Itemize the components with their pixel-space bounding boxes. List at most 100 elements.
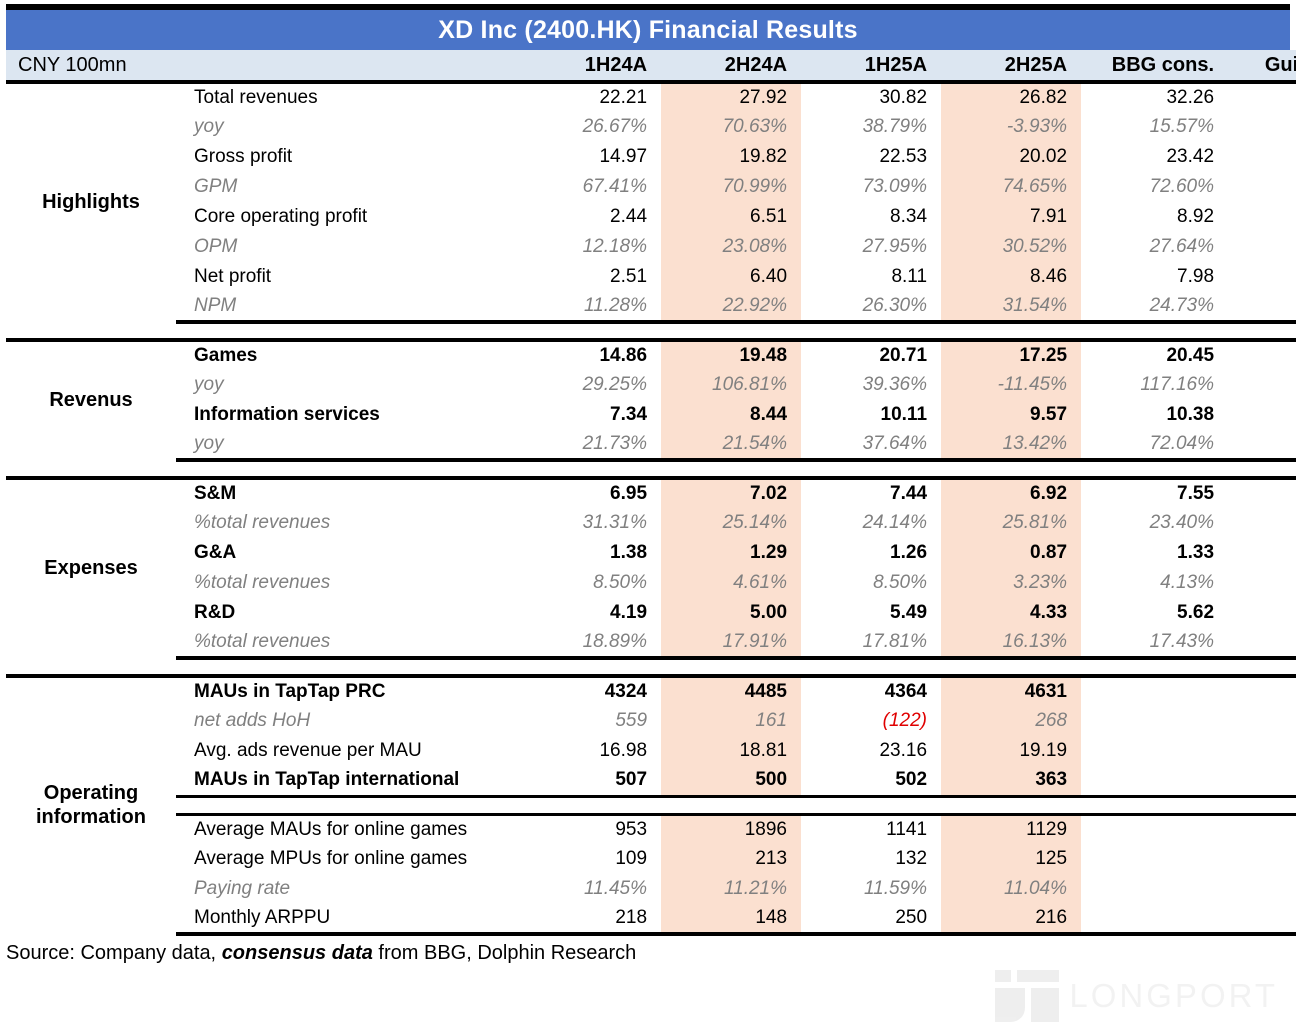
source-emphasis: consensus data: [221, 942, 373, 964]
spacer-cell: [176, 796, 522, 814]
cell-value: 39.36%: [862, 374, 928, 395]
cell-value: 23.40%: [1149, 512, 1215, 533]
spacer-cell: [801, 658, 942, 676]
cell-value: 20.71: [801, 338, 942, 370]
row-label: G&A: [194, 542, 237, 563]
row-label: Monthly ARPPU: [176, 904, 522, 936]
table-row: NPM 11.28% 22.92% 26.30% 31.54% 24.73%: [6, 292, 1296, 324]
cell-value: 161: [661, 706, 802, 736]
row-label: Paying rate: [194, 878, 291, 899]
cell-value: >=7.8: [1228, 262, 1296, 292]
row-label: GPM: [194, 176, 238, 197]
cell-value: 7.55: [1081, 476, 1229, 508]
cell-value: 953: [521, 812, 662, 844]
table-row: net adds HoH 559 161 (122) 268: [6, 706, 1296, 736]
cell-value: 17.43%: [1081, 628, 1229, 660]
cell-value: 23.16: [879, 740, 928, 761]
cell-value: 17.81%: [801, 628, 942, 660]
row-label: Gross profit: [194, 146, 293, 167]
cell-value: 6.40: [661, 262, 802, 292]
column-header-2h25a: 2H25A: [941, 50, 1082, 82]
cell-value: 5.00: [661, 598, 802, 628]
section-label-line-1: Operating: [43, 782, 139, 805]
cell-value: 38.79%: [862, 116, 928, 137]
cell-value: 30.52%: [941, 232, 1082, 262]
spacer-cell: [521, 322, 662, 340]
row-label: S&M: [176, 476, 522, 508]
cell-value: 6.92: [941, 476, 1082, 508]
cell-value: 1141: [801, 812, 942, 844]
cell-value: 20.45: [1081, 338, 1229, 370]
spacer-cell: [801, 460, 942, 478]
row-label: %total revenues: [176, 628, 522, 660]
financial-results-table: CNY 100mn 1H24A 2H24A 1H25A 2H25A BBG cons. Gu…: [6, 50, 1296, 936]
table-row: Average MPUs for online games 109 213 132 12…: [6, 844, 1296, 874]
row-label: Average MAUs for online games: [176, 812, 522, 844]
cell-value: 7.98: [1177, 266, 1215, 287]
cell-value: -3.93%: [941, 112, 1082, 142]
cell-value: [1228, 874, 1296, 904]
spacer-cell: [1228, 322, 1296, 340]
cell-value: 27.92: [661, 80, 802, 112]
row-label: yoy: [194, 116, 224, 137]
cell-value: 23.42: [1166, 146, 1215, 167]
cell-value: 67.41%: [582, 176, 648, 197]
table-row: Net profit 2.51 6.40 8.11 8.46 7.98 >=7.8: [6, 262, 1296, 292]
spacer-cell: [1081, 796, 1229, 814]
spacer-cell: [1228, 460, 1296, 478]
spacer-cell: [801, 322, 942, 340]
cell-value: 22.92%: [661, 292, 802, 324]
cell-value: 8.92: [1177, 206, 1215, 227]
spacer-cell: [661, 322, 802, 340]
row-label: Avg. ads revenue per MAU: [194, 740, 422, 761]
section-gap: [6, 658, 1296, 676]
cell-value: 26.82: [941, 80, 1082, 112]
cell-value: [1228, 202, 1296, 232]
table-row: R&D 4.19 5.00 5.49 4.33 5.62: [6, 598, 1296, 628]
spacer-cell: [661, 796, 802, 814]
cell-value: 1.33: [1177, 542, 1215, 563]
cell-value: 8.46: [941, 262, 1082, 292]
cell-value: 31.31%: [582, 512, 648, 533]
cell-value: 218: [521, 904, 662, 936]
column-header-guidance: Guidance: [1228, 50, 1296, 82]
cell-value: 4324: [521, 674, 662, 706]
row-label: MAUs in TapTap international: [176, 766, 522, 798]
row-label: NPM: [176, 292, 522, 324]
cell-value: 11.28%: [521, 292, 662, 324]
cell-value: [1228, 568, 1296, 598]
row-label: Total revenues: [176, 80, 522, 112]
section-label-revenus: Revenus: [6, 338, 176, 460]
table-row: Average MAUs for online games 953 1896 1141…: [6, 812, 1296, 844]
table-row: yoy 21.73% 21.54% 37.64% 13.42% 72.04%: [6, 430, 1296, 462]
table-row: Highlights Total revenues 22.21 27.92 30.82 2…: [6, 80, 1296, 322]
cell-value: [1081, 736, 1228, 766]
cell-value: 27.95%: [862, 236, 928, 257]
cell-value: 4631: [941, 674, 1082, 706]
cell-value: [1228, 476, 1296, 508]
cell-value: 17.25: [941, 338, 1082, 370]
row-label: Information services: [194, 404, 380, 425]
spacer-cell: [1081, 460, 1229, 478]
cell-value: [1081, 766, 1229, 798]
longport-watermark: LONGPORT: [995, 970, 1278, 1022]
row-label: Average MPUs for online games: [194, 848, 468, 869]
cell-value: [1228, 904, 1296, 936]
spacer-cell: [661, 460, 802, 478]
row-label: %total revenues: [194, 572, 331, 593]
row-label: yoy: [194, 374, 224, 395]
row-label: Games: [176, 338, 522, 370]
spacer-cell: [941, 322, 1082, 340]
cell-value: 24.14%: [862, 512, 928, 533]
spacer-cell: [661, 658, 802, 676]
table-row: Operating information MAUs in TapTap PRC 43…: [6, 674, 1296, 934]
row-label: net adds HoH: [194, 710, 311, 731]
spacer-cell: [1081, 322, 1229, 340]
cell-value: [1081, 706, 1228, 736]
cell-value: 5.49: [890, 602, 928, 623]
cell-value: 502: [801, 766, 942, 798]
cell-value: 21.54%: [661, 430, 802, 462]
cell-value: 5.62: [1177, 602, 1215, 623]
cell-value: 24.73%: [1081, 292, 1229, 324]
table-row: Information services 7.34 8.44 10.11 9.57 10.…: [6, 400, 1296, 430]
